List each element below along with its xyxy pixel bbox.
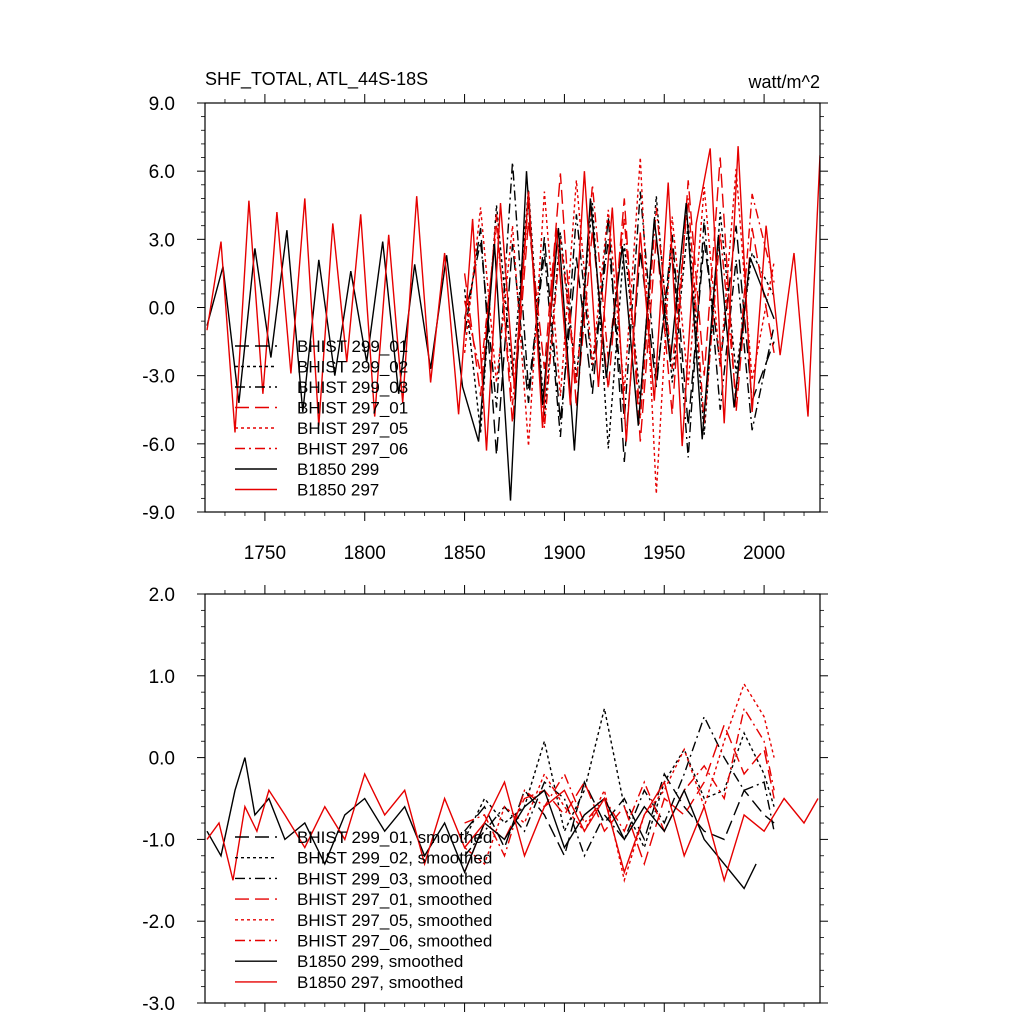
legend-entry: BHIST 297_05, smoothed xyxy=(297,911,492,930)
series-line-6 xyxy=(206,757,757,890)
y-tick-label: 0.0 xyxy=(149,299,175,320)
y-tick-label: -9.0 xyxy=(142,503,175,524)
x-tick-label: 1900 xyxy=(543,543,585,564)
series-line-7 xyxy=(206,146,820,451)
y-tick-label: 1.0 xyxy=(149,667,175,688)
legend-entry: BHIST 299_02 xyxy=(297,358,408,377)
x-tick-label: 1850 xyxy=(443,543,485,564)
series-line-0 xyxy=(464,772,775,858)
y-tick-label: 9.0 xyxy=(149,94,175,115)
legend-entry: B1850 299 xyxy=(297,460,379,479)
x-tick-label: 1950 xyxy=(643,543,685,564)
legend-entry: BHIST 297_06 xyxy=(297,440,408,459)
series-line-5 xyxy=(463,184,775,428)
x-tick-label: 1750 xyxy=(244,543,286,564)
bottom-panel: -3.0 -2.0 -1.0 0.0 1.0 2.0 BHIST 299_01, smoot… xyxy=(142,585,828,1015)
series-line-5 xyxy=(464,706,775,858)
legend-entry: B1850 297, smoothed xyxy=(297,973,463,992)
y-tick-label: 0.0 xyxy=(149,749,175,770)
series-line-6 xyxy=(206,171,775,501)
y-tick-label: -1.0 xyxy=(142,830,175,851)
y-tick-label: 3.0 xyxy=(149,230,175,251)
series-line-3 xyxy=(463,722,775,873)
x-tick-label: 2000 xyxy=(743,543,785,564)
series-line-7 xyxy=(206,772,819,883)
y-tick-label: -3.0 xyxy=(142,994,175,1015)
y-tick-label: -2.0 xyxy=(142,912,175,933)
legend-entry: BHIST 297_06, smoothed xyxy=(297,932,492,951)
legend-entry: BHIST 299_03 xyxy=(297,378,408,397)
x-tick-label: 1800 xyxy=(344,543,386,564)
top-panel: -9.0 -6.0 -3.0 0.0 3.0 6.0 9.0 1750 1800 1850 1900… xyxy=(142,94,828,564)
legend-entry: B1850 297 xyxy=(297,481,379,500)
y-tick-label: -6.0 xyxy=(142,435,175,456)
series-line-2 xyxy=(463,162,775,458)
legend-entry: BHIST 297_05 xyxy=(297,419,408,438)
legend-entry: BHIST 299_02, smoothed xyxy=(297,849,492,868)
legend-entry: B1850 299, smoothed xyxy=(297,952,463,971)
legend-entry: BHIST 297_01, smoothed xyxy=(297,890,492,909)
legend-entry: BHIST 297_01 xyxy=(297,399,408,418)
y-tick-label: 2.0 xyxy=(149,585,175,606)
y-tick-label: -3.0 xyxy=(142,367,175,388)
legend-entry: BHIST 299_01, smoothed xyxy=(297,828,492,847)
units-label: watt/m^2 xyxy=(748,72,820,92)
y-tick-label: 6.0 xyxy=(149,162,175,183)
legend-entry: BHIST 299_03, smoothed xyxy=(297,869,492,888)
legend-entry: BHIST 299_01 xyxy=(297,337,408,356)
plot-frame xyxy=(204,593,821,1004)
chart-title: SHF_TOTAL, ATL_44S-18S xyxy=(205,69,428,90)
